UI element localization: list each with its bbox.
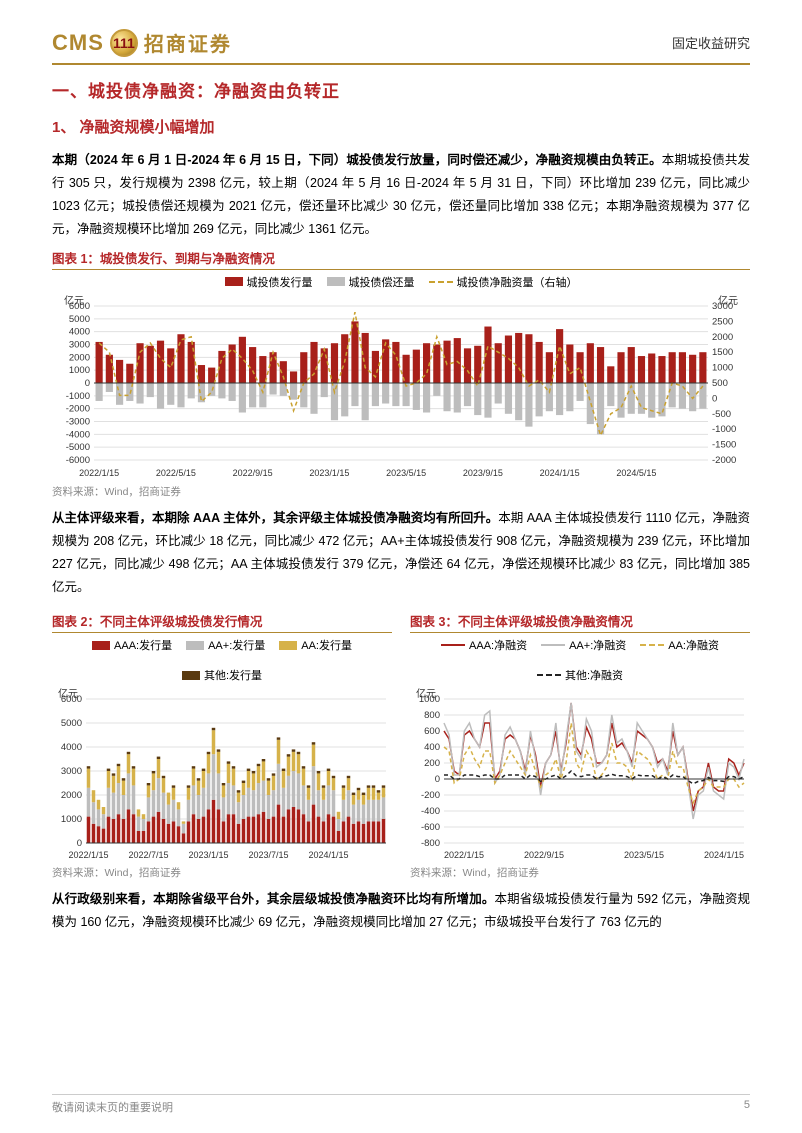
- svg-text:-600: -600: [421, 822, 440, 833]
- svg-text:2000: 2000: [61, 790, 82, 801]
- header-row: CMS 111 招商证券 固定收益研究: [52, 28, 750, 57]
- footer: 敬请阅读末页的重要说明 5: [52, 1094, 750, 1115]
- chart2-title-rule: [52, 632, 392, 633]
- svg-text:-800: -800: [421, 838, 440, 849]
- svg-text:2024/5/15: 2024/5/15: [616, 468, 656, 478]
- svg-text:2024/1/15: 2024/1/15: [704, 850, 744, 860]
- para3-bold: 从行政级别来看，本期除省级平台外，其余层级城投债净融资环比均有所增加。: [52, 892, 494, 906]
- svg-text:400: 400: [424, 742, 440, 753]
- svg-text:6000: 6000: [69, 301, 90, 312]
- para2-bold: 从主体评级来看，本期除 AAA 主体外，其余评级主体城投债净融资均有所回升。: [52, 511, 498, 525]
- svg-text:4000: 4000: [61, 742, 82, 753]
- header-rule: [52, 63, 750, 65]
- chart3-box: 亿元-800-600-400-200020040060080010002022/…: [410, 685, 750, 863]
- svg-text:1000: 1000: [69, 365, 90, 376]
- paragraph-1: 本期（2024 年 6 月 1 日-2024 年 6 月 15 日，下同）城投债…: [52, 149, 750, 242]
- logo-block: CMS 111 招商证券: [52, 28, 232, 57]
- svg-text:-2000: -2000: [66, 403, 90, 414]
- svg-text:2022/1/15: 2022/1/15: [444, 850, 484, 860]
- footer-left: 敬请阅读末页的重要说明: [52, 1099, 173, 1115]
- svg-text:200: 200: [424, 758, 440, 769]
- col-left: 图表 2：不同主体评级城投债发行情况 AAA:发行量AA+:发行量AA:发行量其…: [52, 605, 392, 888]
- chart2-svg: 亿元01000200030004000500060002022/1/152022…: [52, 685, 392, 863]
- svg-text:2000: 2000: [712, 331, 733, 342]
- svg-text:2022/5/15: 2022/5/15: [156, 468, 196, 478]
- chart1-title-rule: [52, 269, 750, 270]
- svg-text:2022/1/15: 2022/1/15: [79, 468, 119, 478]
- chart2-source: 资料来源：Wind，招商证券: [52, 865, 392, 880]
- svg-text:2022/7/15: 2022/7/15: [128, 850, 168, 860]
- svg-text:-3000: -3000: [66, 416, 90, 427]
- svg-text:0: 0: [85, 378, 90, 389]
- svg-text:-4000: -4000: [66, 429, 90, 440]
- svg-text:3000: 3000: [712, 301, 733, 312]
- svg-text:2000: 2000: [69, 352, 90, 363]
- chart3-source: 资料来源：Wind，招商证券: [410, 865, 750, 880]
- svg-text:800: 800: [424, 710, 440, 721]
- svg-text:-400: -400: [421, 806, 440, 817]
- svg-text:2022/9/15: 2022/9/15: [524, 850, 564, 860]
- svg-text:2024/1/15: 2024/1/15: [540, 468, 580, 478]
- svg-text:1000: 1000: [712, 362, 733, 373]
- chart3-svg: 亿元-800-600-400-200020040060080010002022/…: [410, 685, 750, 863]
- svg-text:0: 0: [435, 774, 440, 785]
- para1-bold: 本期（2024 年 6 月 1 日-2024 年 6 月 15 日，下同）城投债…: [52, 153, 662, 167]
- chart1-box: 亿元亿元-6000-5000-4000-3000-2000-1000010002…: [52, 292, 750, 482]
- svg-text:6000: 6000: [61, 694, 82, 705]
- svg-text:5000: 5000: [69, 313, 90, 324]
- chart1-title: 图表 1：城投债发行、到期与净融资情况: [52, 248, 750, 267]
- svg-text:-500: -500: [712, 408, 731, 419]
- svg-text:2023/5/15: 2023/5/15: [624, 850, 664, 860]
- svg-text:2022/1/15: 2022/1/15: [68, 850, 108, 860]
- chart3-title-rule: [410, 632, 750, 633]
- chart1-source: 资料来源：Wind，招商证券: [52, 484, 750, 499]
- paragraph-2: 从主体评级来看，本期除 AAA 主体外，其余评级主体城投债净融资均有所回升。本期…: [52, 507, 750, 600]
- footer-right: 5: [744, 1099, 750, 1115]
- logo-circle-icon: 111: [110, 29, 138, 57]
- chart3-title: 图表 3：不同主体评级城投债净融资情况: [410, 611, 750, 630]
- svg-text:2023/1/15: 2023/1/15: [188, 850, 228, 860]
- svg-text:2023/7/15: 2023/7/15: [248, 850, 288, 860]
- svg-text:2023/5/15: 2023/5/15: [386, 468, 426, 478]
- svg-text:2024/1/15: 2024/1/15: [308, 850, 348, 860]
- paragraph-3: 从行政级别来看，本期除省级平台外，其余层级城投债净融资环比均有所增加。本期省级城…: [52, 888, 750, 934]
- svg-text:2023/9/15: 2023/9/15: [463, 468, 503, 478]
- chart2-box: 亿元01000200030004000500060002022/1/152022…: [52, 685, 392, 863]
- col-right: 图表 3：不同主体评级城投债净融资情况 AAA:净融资AA+:净融资AA:净融资…: [410, 605, 750, 888]
- chart3-legend: AAA:净融资AA+:净融资AA:净融资其他:净融资: [410, 637, 750, 683]
- svg-text:-2000: -2000: [712, 455, 736, 466]
- chart1-legend: 城投债发行量城投债偿还量城投债净融资量（右轴）: [52, 274, 750, 290]
- svg-text:-1000: -1000: [66, 390, 90, 401]
- chart2-legend: AAA:发行量AA+:发行量AA:发行量其他:发行量: [52, 637, 392, 683]
- svg-text:2023/1/15: 2023/1/15: [309, 468, 349, 478]
- two-col-charts: 图表 2：不同主体评级城投债发行情况 AAA:发行量AA+:发行量AA:发行量其…: [52, 605, 750, 888]
- chart2-title: 图表 2：不同主体评级城投债发行情况: [52, 611, 392, 630]
- logo-cn-brand: 招商证券: [144, 28, 232, 57]
- section-h2: 1、 净融资规模小幅增加: [52, 116, 750, 137]
- svg-text:-5000: -5000: [66, 442, 90, 453]
- logo-cms: CMS: [52, 30, 104, 56]
- svg-text:1000: 1000: [61, 814, 82, 825]
- svg-text:1000: 1000: [419, 694, 440, 705]
- svg-text:5000: 5000: [61, 718, 82, 729]
- svg-text:-1500: -1500: [712, 439, 736, 450]
- svg-text:4000: 4000: [69, 326, 90, 337]
- chart1-svg: 亿元亿元-6000-5000-4000-3000-2000-1000010002…: [52, 292, 750, 482]
- svg-text:0: 0: [77, 838, 82, 849]
- svg-text:500: 500: [712, 378, 728, 389]
- svg-text:3000: 3000: [69, 339, 90, 350]
- svg-text:2022/9/15: 2022/9/15: [233, 468, 273, 478]
- svg-text:-1000: -1000: [712, 424, 736, 435]
- svg-text:3000: 3000: [61, 766, 82, 777]
- svg-text:-6000: -6000: [66, 455, 90, 466]
- section-h1: 一、城投债净融资：净融资由负转正: [52, 77, 750, 102]
- header-category: 固定收益研究: [672, 33, 750, 52]
- svg-text:2500: 2500: [712, 316, 733, 327]
- svg-text:-200: -200: [421, 790, 440, 801]
- svg-text:1500: 1500: [712, 347, 733, 358]
- svg-text:0: 0: [712, 393, 717, 404]
- svg-text:600: 600: [424, 726, 440, 737]
